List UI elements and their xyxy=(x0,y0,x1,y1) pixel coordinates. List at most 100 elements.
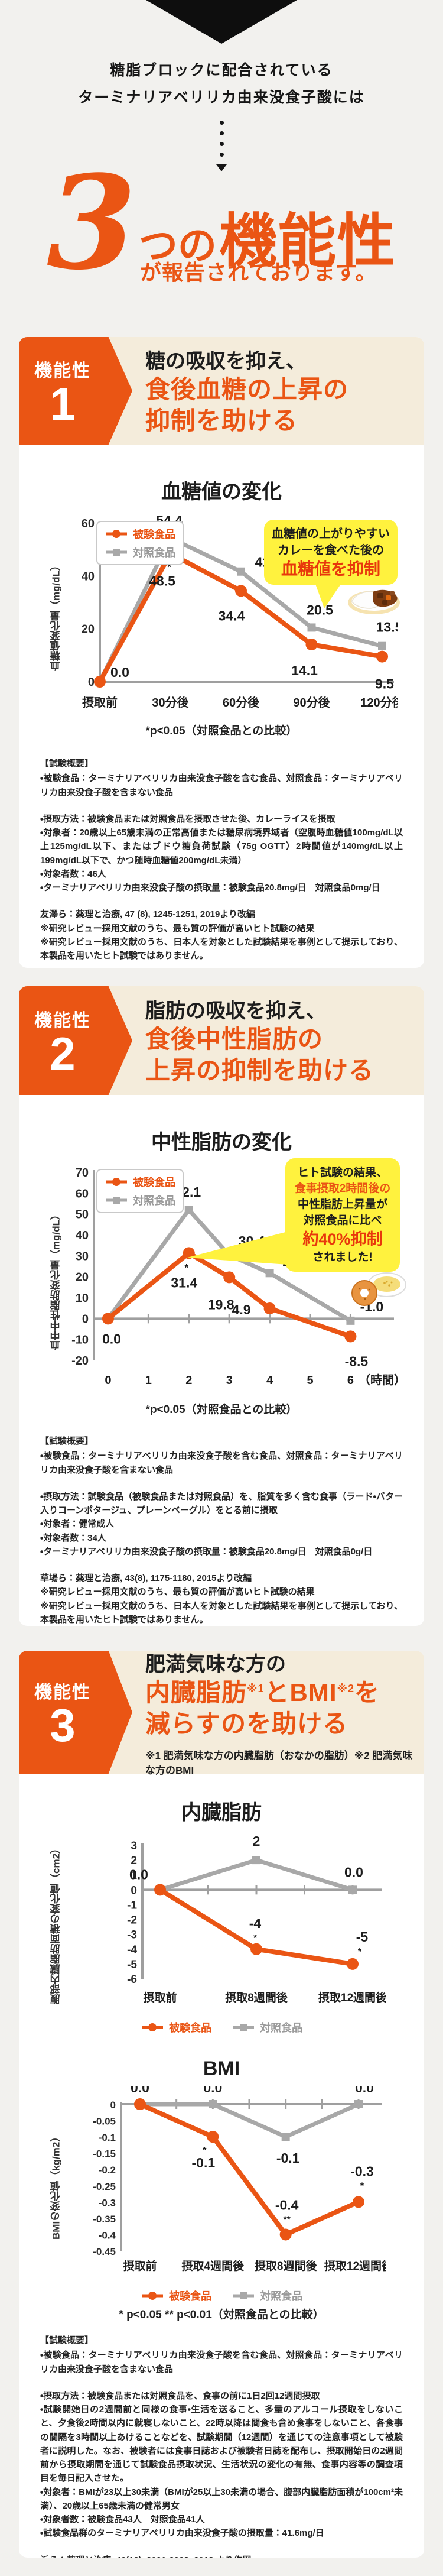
visceral-fat-plot: 3 2 1 0 -1 -2 -3 -4 -5 -6 摂取前 摂取8週間後 摂取12週間後 2 0.0 0.0-… xyxy=(67,1831,387,2016)
legend-test-label: 被験食品 xyxy=(169,2290,211,2302)
overview-body: ・摂取方法：被験食品または対照食品を、食事の前に1日2回12週間摂取 ・試験開始日… xyxy=(40,2389,403,2541)
legend-control-label: 対照食品 xyxy=(133,1195,175,1207)
svg-text:-0.45: -0.45 xyxy=(93,2246,116,2257)
legend-test-label: 被験食品 xyxy=(133,1177,175,1188)
blood-sugar-legend: 被験食品 対照食品 xyxy=(96,521,184,565)
chart-title-triglyceride: 中性脂肪の変化 xyxy=(151,1131,292,1153)
svg-text:摂取前: 摂取前 xyxy=(123,2259,157,2273)
visceral-fat-y-axis-label: 腹部内臓脂肪面積の変化値（cm2） xyxy=(50,1843,62,2004)
svg-text:3: 3 xyxy=(131,1840,137,1852)
svg-text:**: ** xyxy=(283,2215,291,2225)
callout-line: ヒト試験の結果、 xyxy=(297,1167,387,1179)
legend-test-item: 被験食品 xyxy=(141,2020,211,2035)
overview-line: ・試験開始日の2週間前と同様の食事・生活を送ること、多量のアルコール摂取をしない… xyxy=(40,2405,403,2484)
callout-line: 中性脂肪上昇量が xyxy=(297,1198,387,1211)
svg-text:60: 60 xyxy=(82,517,95,530)
svg-text:-8.5: -8.5 xyxy=(345,1353,369,1369)
overview-line: ・対象者数：被験食品43人 対照食品41人 xyxy=(40,2515,205,2525)
badge-number: 1 xyxy=(50,377,76,430)
headline: 3 つの 機能性 が報告されております。 xyxy=(47,147,396,299)
svg-text:4: 4 xyxy=(266,1374,273,1387)
overview-body: ・摂取方法：被験食品または対照食品を摂取させた後、カレーライスを摂取・対象者：2… xyxy=(40,812,403,895)
overview-line: ・ターミナリアベリリカ由来没食子酸の摂取量：被験食品20.8mg/日 対照食品0… xyxy=(40,883,380,893)
svg-text:-0.4: -0.4 xyxy=(275,2197,299,2212)
legend-test-item: 被験食品 xyxy=(105,1174,175,1190)
down-arrow-small xyxy=(216,164,227,171)
svg-text:0.0: 0.0 xyxy=(355,2086,374,2095)
svg-text:34.4: 34.4 xyxy=(219,608,245,623)
bmi-chart: BMIの変化値（kg/m2） 0 -0.05 -0.1 -0.15 -0.2 -0.25 -… xyxy=(45,2080,398,2285)
feature-1-study-overview: 【試験概要】 ・被験食品：ターミナリアベリリカ由来没食子酸を含む食品、対照食品：… xyxy=(19,741,424,963)
blood-sugar-y-axis-label: 血糖値変化量（mg/dL） xyxy=(50,560,62,671)
headline-number: 3 xyxy=(47,147,136,299)
overview-line: ・ターミナリアベリリカ由来没食子酸の摂取量：被験食品20.8mg/日 対照食品0… xyxy=(40,1546,373,1557)
svg-text:70: 70 xyxy=(76,1167,89,1180)
overview-body: ・摂取方法：試験食品（被験食品または対照食品）を、脂質を多く含む食事（ラード・バ… xyxy=(40,1490,403,1558)
test-series-swatch-icon xyxy=(106,1178,127,1186)
feature-card-1: 機能性 1 糖の吸収を抑え、 食後血糖の上昇の 抑制を助ける 血糖値の変化 血糖… xyxy=(19,337,424,968)
overview-line: ・摂取方法：被験食品または対照食品を摂取させた後、カレーライスを摂取 xyxy=(40,814,335,824)
overview-line: 浜ら：薬理と治療, 46(12), 2091-2098, 2018 より作図 xyxy=(40,2554,403,2558)
svg-text:0.0: 0.0 xyxy=(129,1867,148,1882)
feature-card-2: 機能性 2 脂肪の吸収を抑え、 食後中性脂肪の 上昇の抑制を助ける 中性脂肪の変… xyxy=(19,986,424,1626)
svg-text:-4: -4 xyxy=(127,1944,137,1956)
svg-text:-0.35: -0.35 xyxy=(93,2214,116,2225)
svg-text:-2: -2 xyxy=(127,1914,137,1927)
svg-text:50: 50 xyxy=(76,1208,89,1221)
svg-text:摂取8週間後: 摂取8週間後 xyxy=(225,1991,288,2004)
svg-text:30分後: 30分後 xyxy=(152,695,189,709)
svg-text:60分後: 60分後 xyxy=(223,695,260,709)
svg-text:-0.2: -0.2 xyxy=(99,2165,116,2176)
badge-label: 機能性 xyxy=(34,361,91,381)
overview-line: ・被験食品：ターミナリアベリリカ由来没食子酸を含む食品、対照食品：ターミナリアベ… xyxy=(40,1451,403,1475)
callout-tail xyxy=(187,1232,288,1265)
title-part: を xyxy=(354,1679,380,1707)
blood-sugar-footnote: *p<0.05（対照食品との比較） xyxy=(145,725,298,737)
svg-text:0: 0 xyxy=(131,1884,137,1897)
svg-text:2: 2 xyxy=(253,1833,260,1849)
feature-3-header: 機能性 3 肥満気味な方の 内臓脂肪※1とBMI※2を 減らすのを助ける ※1 … xyxy=(19,1651,424,1776)
overview-line: 草場ら：薬理と治療, 43(8), 1175-1180, 2015より改編 xyxy=(40,1573,252,1583)
legend-test-item: 被験食品 xyxy=(105,526,175,542)
svg-text:20: 20 xyxy=(82,623,95,636)
svg-text:*: * xyxy=(203,2146,207,2156)
triglyceride-legend: 被験食品 対照食品 xyxy=(96,1169,184,1213)
overview-line: ・対象者数：46人 xyxy=(40,869,106,879)
legend-control-item: 対照食品 xyxy=(105,545,175,560)
svg-text:20: 20 xyxy=(76,1271,89,1284)
svg-text:（時間）: （時間） xyxy=(359,1373,398,1387)
intro-line-2: ターミナリアベリリカ由来没食子酸には xyxy=(78,89,365,106)
feature-2-badge: 機能性 2 xyxy=(19,986,132,1095)
svg-text:0: 0 xyxy=(88,676,95,689)
svg-text:6: 6 xyxy=(347,1374,354,1387)
svg-text:*: * xyxy=(184,1262,188,1273)
intro-section: 糖脂ブロックに配合されている ターミナリアベリリカ由来没食子酸には 3 つの 機… xyxy=(0,0,443,337)
triglyceride-y-axis-label: 血中中性脂肪変化量（mg/dL） xyxy=(50,1210,62,1351)
callout-line: 血糖値の上がりやすい xyxy=(272,527,390,540)
svg-text:0.0: 0.0 xyxy=(203,2086,222,2095)
svg-text:40: 40 xyxy=(76,1229,89,1242)
chart-title-bmi: BMI xyxy=(203,2057,240,2080)
feature-1-badge: 機能性 1 xyxy=(19,337,132,445)
svg-text:摂取前: 摂取前 xyxy=(143,1991,177,2004)
chart-title-blood-sugar: 血糖値の変化 xyxy=(161,481,282,503)
callout-line: 対照食品に比べ xyxy=(303,1214,382,1227)
curry-rice-icon xyxy=(348,590,400,615)
bmi-legend: 被験食品 対照食品 xyxy=(19,2288,424,2303)
overview-citation: 草場ら：薬理と治療, 43(8), 1175-1180, 2015より改編 ※研究… xyxy=(40,1571,403,1626)
overview-line: ・試験食品群のターミナリアベリリカ由来没食子酸の摂取量：41.6mg/日 xyxy=(40,2528,324,2539)
badge-label: 機能性 xyxy=(34,1010,91,1031)
visceral-fat-legend: 被験食品 対照食品 xyxy=(19,2020,424,2035)
feature-2-title-orange-1: 食後中性脂肪の xyxy=(145,1025,324,1054)
legend-test-label: 被験食品 xyxy=(169,2022,211,2034)
title-part: とBMI xyxy=(264,1679,337,1707)
svg-text:19.8: 19.8 xyxy=(208,1297,234,1312)
svg-text:14.1: 14.1 xyxy=(291,663,318,678)
svg-text:-0.15: -0.15 xyxy=(93,2149,116,2160)
overview-line: ・対象者：20歳以上65歳未満の正常高値または糖尿病境界域者（空腹時血糖値100… xyxy=(40,828,403,866)
down-arrow-big xyxy=(146,0,297,44)
svg-text:90分後: 90分後 xyxy=(293,695,330,709)
svg-text:-0.1: -0.1 xyxy=(99,2132,116,2143)
overview-line: ・被験食品：ターミナリアベリリカ由来没食子酸を含む食品、対照食品：ターミナリアベ… xyxy=(40,2350,403,2374)
